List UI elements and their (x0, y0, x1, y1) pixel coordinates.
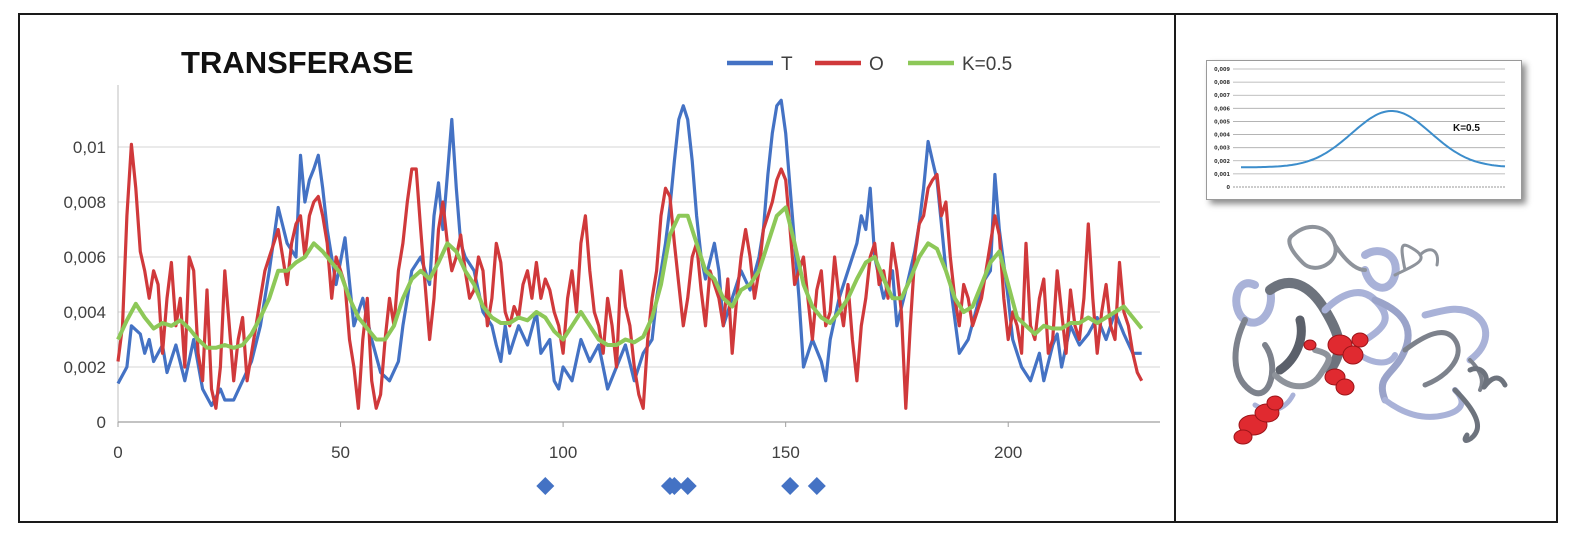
legend-label: O (869, 54, 884, 75)
x-tick-labels: 0 50 100 150 200 (113, 422, 1022, 462)
y-tick-label: 0,008 (63, 193, 106, 212)
marker-diamond (781, 477, 800, 495)
inset-tick-label: 0,007 (1214, 93, 1230, 99)
x-tick-label: 50 (331, 443, 350, 462)
inset-gaussian-chart: 0 0,001 0,002 0,003 0,004 0,005 0,006 0,007 0,00… (1214, 67, 1506, 191)
x-axis (117, 85, 1160, 423)
inset-gaussian-curve (1241, 110, 1506, 169)
x-tick-label: 0 (113, 443, 122, 462)
x-tick-label: 150 (771, 443, 799, 462)
inset-tick-label: 0,003 (1214, 146, 1230, 152)
inset-tick-label: 0,001 (1214, 172, 1230, 178)
y-tick-label: 0,006 (63, 248, 106, 267)
y-tick-label: 0,002 (63, 358, 106, 377)
inset-tick-label: 0,009 (1214, 67, 1230, 73)
x-tick-label: 100 (549, 443, 577, 462)
inset-tick-label: 0 (1227, 185, 1231, 191)
legend: T O K=0.5 (727, 54, 1012, 75)
y-tick-label: 0 (97, 413, 106, 432)
x-tick-label: 200 (994, 443, 1022, 462)
marker-diamond (536, 477, 555, 495)
inset-tick-label: 0,002 (1214, 159, 1230, 165)
legend-label: T (781, 54, 793, 75)
legend-label: K=0.5 (962, 54, 1012, 75)
marker-diamond (807, 477, 826, 495)
y-tick-label: 0,01 (73, 138, 106, 157)
inset-tick-label: 0,006 (1214, 106, 1230, 112)
inset-k-label: K=0.5 (1453, 123, 1480, 134)
protein-structure-image (1232, 224, 1508, 445)
inset-tick-label: 0,005 (1214, 119, 1230, 125)
marker-diamond (678, 477, 697, 495)
inset-tick-label: 0,008 (1214, 80, 1230, 86)
marker-diamond (665, 477, 684, 495)
chart-title: TRANSFERASE (181, 45, 414, 80)
gaussian-inset: 0 0,001 0,002 0,003 0,004 0,005 0,006 0,007 0,00… (1206, 60, 1522, 200)
y-tick-labels: 0 0,002 0,004 0,006 0,008 0,01 (63, 138, 106, 432)
panel-divider (1174, 13, 1176, 523)
series-line-k05 (116, 205, 1144, 350)
marker-diamonds (536, 477, 826, 495)
main-line-chart: 0 0,002 0,004 0,006 0,008 0,01 0 50 100 150 200 T… (63, 45, 1160, 495)
series-lines (116, 98, 1144, 410)
inset-tick-label: 0,004 (1214, 133, 1230, 139)
y-tick-label: 0,004 (63, 303, 106, 322)
inset-tick-labels: 0 0,001 0,002 0,003 0,004 0,005 0,006 0,007 0,00… (1214, 67, 1230, 191)
inset-gridlines (1233, 68, 1505, 188)
